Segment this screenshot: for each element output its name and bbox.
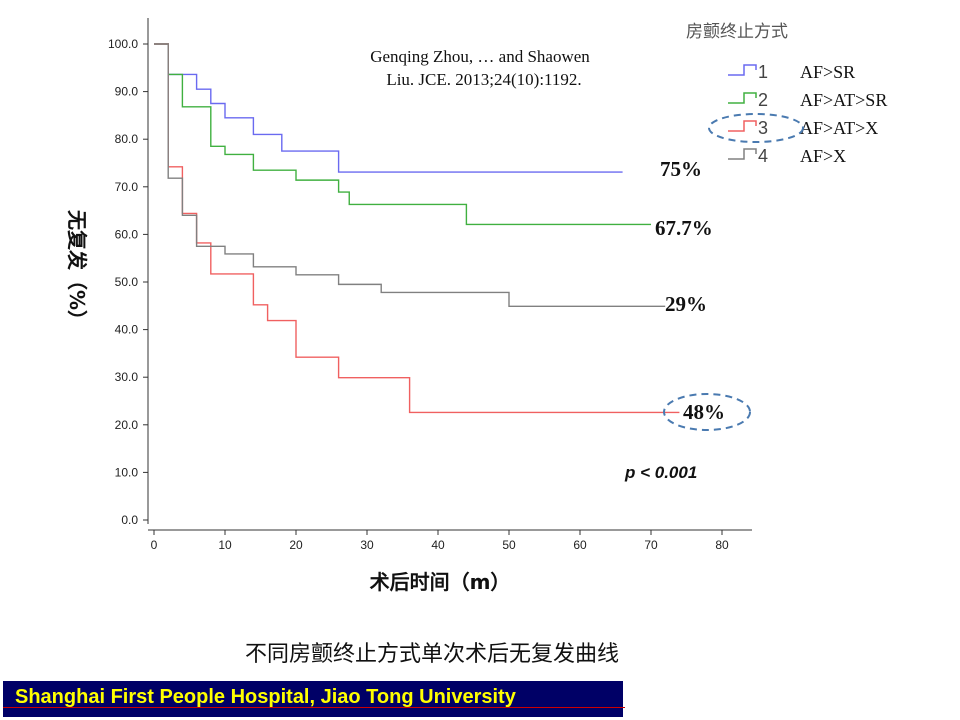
y-tick-label: 20.0 [115, 418, 139, 432]
y-tick-label: 30.0 [115, 370, 139, 384]
curve-af-at-x [154, 43, 680, 414]
x-tick-label: 10 [218, 538, 232, 552]
legend-id-1: 1 [758, 62, 768, 82]
x-tick-label: 30 [360, 538, 374, 552]
curve-af-at-sr [154, 43, 651, 226]
highlight-ellipse-29 [663, 393, 751, 431]
y-tick-label: 100.0 [108, 37, 138, 51]
end-label-1: 75% [660, 157, 702, 181]
footer-divider [3, 707, 625, 708]
legend-swatch-4 [728, 148, 757, 160]
p-value: p < 0.001 [624, 463, 697, 482]
legend-label-4: AF>X [800, 146, 846, 166]
x-tick-label: 0 [151, 538, 158, 552]
legend-label-1: AF>SR [800, 62, 855, 82]
y-axis-label: 无复发（%） [65, 210, 89, 330]
x-tick-label: 40 [431, 538, 445, 552]
x-tick-label: 20 [289, 538, 303, 552]
y-tick-label: 10.0 [115, 465, 139, 479]
curve-af-x [154, 43, 666, 307]
y-tick-label: 0.0 [121, 513, 138, 527]
end-label-3: 29% [665, 292, 707, 316]
legend-id-3: 3 [758, 118, 768, 138]
y-tick-label: 60.0 [115, 227, 139, 241]
legend-title: 房颤终止方式 [686, 22, 788, 42]
end-label-2: 67.7% [655, 216, 713, 240]
highlight-ellipse-legend [708, 113, 804, 143]
legend-label-3: AF>AT>X [800, 118, 878, 138]
x-tick-label: 70 [644, 538, 658, 552]
legend-label-2: AF>AT>SR [800, 90, 887, 110]
y-tick-label: 80.0 [115, 132, 139, 146]
y-tick-label: 90.0 [115, 85, 139, 99]
citation-line-1: Genqing Zhou, … and Shaowen [370, 47, 590, 66]
footer-text: Shanghai First People Hospital, Jiao Ton… [15, 686, 516, 708]
x-tick-label: 80 [715, 538, 729, 552]
legend-id-4: 4 [758, 146, 768, 166]
x-axis-label: 术后时间（m） [370, 570, 511, 594]
legend-swatch-3 [728, 120, 757, 132]
citation-line-2: Liu. JCE. 2013;24(10):1192. [386, 70, 581, 89]
x-tick-label: 50 [502, 538, 516, 552]
legend-swatch-2 [728, 92, 757, 104]
footer-banner: Shanghai First People Hospital, Jiao Ton… [3, 681, 625, 717]
end-label-4: 48% [683, 400, 725, 424]
y-tick-label: 70.0 [115, 180, 139, 194]
x-tick-label: 60 [573, 538, 587, 552]
chart-title: 不同房颤终止方式单次术后无复发曲线 [245, 642, 619, 667]
y-tick-label: 50.0 [115, 275, 139, 289]
legend-swatch-1 [728, 64, 757, 76]
y-tick-label: 40.0 [115, 323, 139, 337]
legend-id-2: 2 [758, 90, 768, 110]
